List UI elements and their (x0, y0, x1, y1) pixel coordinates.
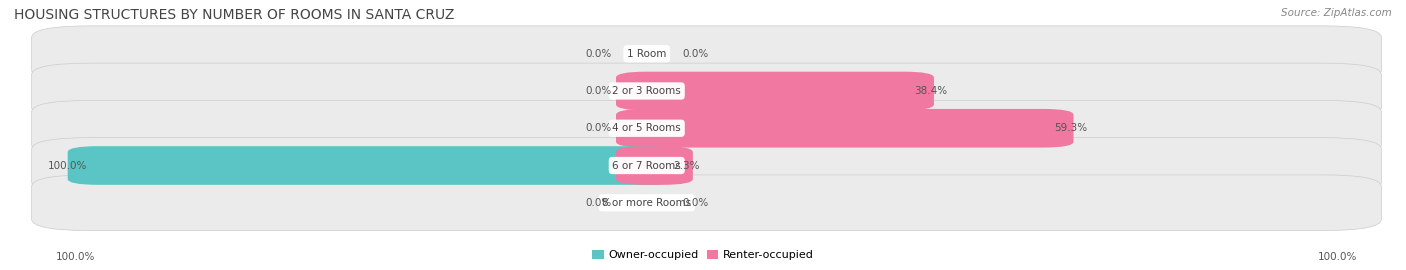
FancyBboxPatch shape (31, 100, 1382, 156)
Text: 8 or more Rooms: 8 or more Rooms (602, 198, 692, 208)
Text: 2.3%: 2.3% (673, 160, 700, 171)
Text: 0.0%: 0.0% (585, 198, 612, 208)
Text: 6 or 7 Rooms: 6 or 7 Rooms (613, 160, 681, 171)
FancyBboxPatch shape (67, 146, 678, 185)
FancyBboxPatch shape (31, 175, 1382, 231)
Text: 2 or 3 Rooms: 2 or 3 Rooms (613, 86, 681, 96)
Text: 0.0%: 0.0% (682, 49, 709, 59)
Text: 0.0%: 0.0% (585, 86, 612, 96)
Text: 0.0%: 0.0% (585, 49, 612, 59)
Text: 1 Room: 1 Room (627, 49, 666, 59)
Text: 100.0%: 100.0% (1317, 251, 1357, 262)
FancyBboxPatch shape (616, 146, 693, 185)
Text: 100.0%: 100.0% (56, 251, 96, 262)
Legend: Owner-occupied, Renter-occupied: Owner-occupied, Renter-occupied (588, 245, 818, 264)
Text: 4 or 5 Rooms: 4 or 5 Rooms (613, 123, 681, 133)
FancyBboxPatch shape (31, 138, 1382, 193)
FancyBboxPatch shape (31, 63, 1382, 119)
Text: Source: ZipAtlas.com: Source: ZipAtlas.com (1281, 8, 1392, 18)
Text: 0.0%: 0.0% (585, 123, 612, 133)
FancyBboxPatch shape (616, 109, 1074, 148)
Text: 59.3%: 59.3% (1054, 123, 1087, 133)
Text: 100.0%: 100.0% (48, 160, 87, 171)
Text: HOUSING STRUCTURES BY NUMBER OF ROOMS IN SANTA CRUZ: HOUSING STRUCTURES BY NUMBER OF ROOMS IN… (14, 8, 454, 22)
FancyBboxPatch shape (31, 26, 1382, 82)
FancyBboxPatch shape (616, 72, 934, 110)
Text: 0.0%: 0.0% (682, 198, 709, 208)
Text: 38.4%: 38.4% (914, 86, 948, 96)
